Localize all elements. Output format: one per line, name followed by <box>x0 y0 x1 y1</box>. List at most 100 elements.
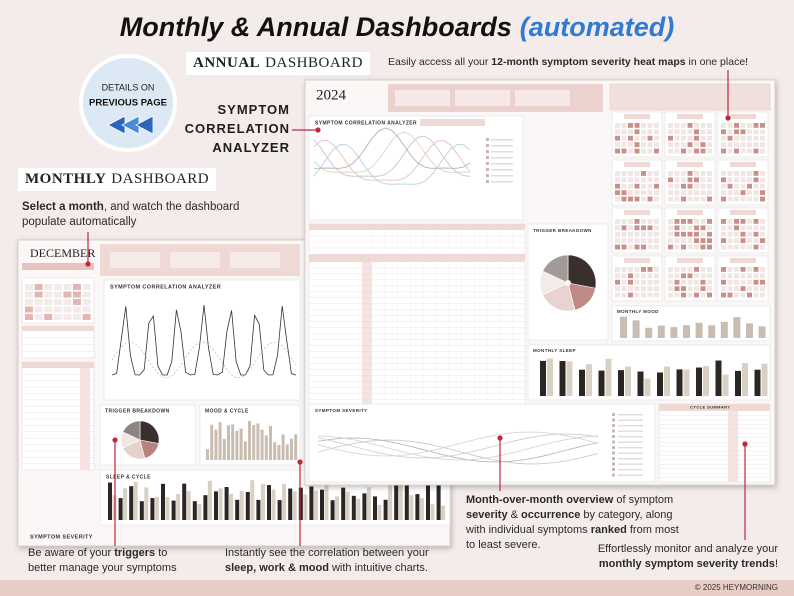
calendar-cell <box>668 225 673 231</box>
calendar-cell <box>687 135 693 141</box>
bar <box>227 425 230 460</box>
calendar-cell <box>760 190 765 195</box>
bar <box>722 374 729 396</box>
calendar-cell <box>681 219 686 224</box>
calendar-cell <box>641 196 646 202</box>
calendar-cell <box>721 286 726 291</box>
bar <box>139 501 144 520</box>
calendar-cell <box>681 129 686 135</box>
calendar-cell <box>700 177 706 183</box>
panel <box>624 162 650 167</box>
pie-hole <box>565 280 571 286</box>
bar <box>366 487 371 520</box>
section-title: CYCLE SUMMARY <box>690 405 730 410</box>
calendar-cell <box>628 273 633 279</box>
badge-arrow <box>135 115 154 135</box>
callout-emphasis: monthly symptom severity trends <box>598 558 775 570</box>
calendar-cell <box>687 123 693 128</box>
calendar-cell <box>25 284 33 290</box>
calendar-cell <box>734 267 739 272</box>
legend-text <box>491 151 513 153</box>
calendar-cell <box>628 286 633 291</box>
calendar-cell <box>721 123 726 128</box>
panel <box>21 325 95 359</box>
bar <box>292 491 297 520</box>
legend-swatch <box>612 457 615 460</box>
calendar-cell <box>747 238 752 243</box>
calendar-cell <box>647 244 653 250</box>
calendar-cell <box>641 129 646 135</box>
calendar-cell <box>727 238 733 243</box>
calendar-cell <box>634 273 640 279</box>
calendar-cell <box>53 314 62 320</box>
calendar-cell <box>615 244 620 250</box>
calendar-cell <box>753 292 759 298</box>
calendar-cell <box>621 196 627 202</box>
bar <box>404 483 409 520</box>
calendar-cell <box>53 291 62 298</box>
calendar-cell <box>727 286 733 291</box>
calendar-cell <box>634 238 640 243</box>
panel <box>22 326 94 331</box>
panel <box>730 258 756 263</box>
calendar-cell <box>681 273 686 279</box>
bar <box>566 361 573 396</box>
bar <box>657 372 663 396</box>
bar <box>281 434 285 460</box>
calendar-cell <box>740 142 746 147</box>
calendar-cell <box>694 135 699 141</box>
calendar-cell <box>740 183 746 189</box>
calendar-cell <box>707 177 712 183</box>
bar <box>742 363 748 396</box>
bar <box>235 499 240 520</box>
calendar-cell <box>721 279 726 285</box>
calendar-cell <box>641 177 646 183</box>
calendar-cell <box>615 231 620 237</box>
bar <box>695 322 703 338</box>
calendar-cell <box>615 129 620 135</box>
bar <box>605 358 612 396</box>
bar <box>559 361 566 396</box>
calendar-cell <box>674 148 680 154</box>
calendar-cell <box>727 244 733 250</box>
bar <box>207 480 212 520</box>
calendar-cell <box>674 279 680 285</box>
calendar-cell <box>615 238 620 243</box>
callout: Effortlessly monitor and analyze your mon… <box>598 542 778 572</box>
calendar-cell <box>647 177 653 183</box>
section-title: MOOD & CYCLE <box>205 408 249 414</box>
legend-swatch <box>612 413 615 416</box>
calendar-cell <box>82 306 91 313</box>
calendar-cell <box>654 219 659 224</box>
footer: © 2025 HEYMORNING <box>695 583 778 592</box>
calendar-cell <box>747 225 752 231</box>
panel <box>730 162 756 167</box>
callout: Be aware of your triggers to better manag… <box>28 546 177 576</box>
calendar-cell <box>668 292 673 298</box>
legend-text <box>491 157 513 159</box>
bar <box>758 326 766 338</box>
calendar-cell <box>687 196 693 202</box>
calendar-cell <box>753 231 759 237</box>
calendar-cell <box>674 123 680 128</box>
calendar-cell <box>621 292 627 298</box>
calendar-cell <box>694 273 699 279</box>
calendar-cell <box>647 183 653 189</box>
calendar-cell <box>654 148 659 154</box>
calendar-cell <box>734 183 739 189</box>
calendar-cell <box>707 231 712 237</box>
bar <box>245 491 250 520</box>
calendar-cell <box>700 190 706 195</box>
panel <box>308 403 656 483</box>
bar <box>285 444 289 460</box>
calendar-cell <box>674 286 680 291</box>
calendar-cell <box>727 196 733 202</box>
calendar-cell <box>687 244 693 250</box>
bar <box>243 441 247 460</box>
calendar-cell <box>721 231 726 237</box>
calendar-cell <box>621 225 627 231</box>
calendar-cell <box>681 142 686 147</box>
calendar-cell <box>740 238 746 243</box>
callout-text: in one place! <box>685 56 749 68</box>
calendar-cell <box>654 279 659 285</box>
